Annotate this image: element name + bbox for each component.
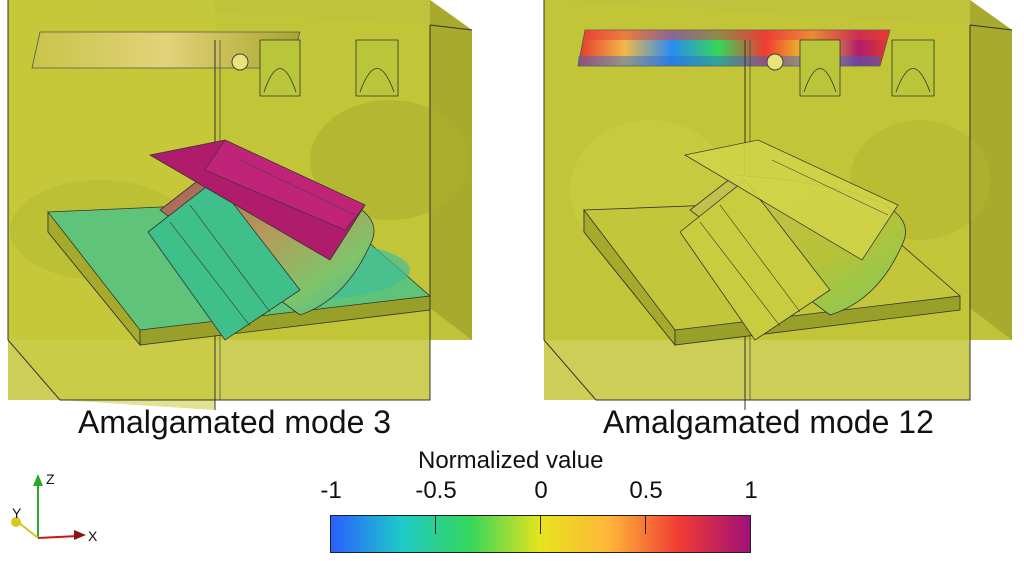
colorbar-tick [435,515,436,534]
colorbar-tick-label: 1 [744,477,758,504]
x-axis-label: X [88,528,98,544]
colorbar-tick [330,515,331,534]
z-axis-label: Z [46,471,55,487]
render-mode-3 [0,0,512,410]
y-axis-arrow-icon [11,517,21,527]
render-mode-12 [540,0,1024,410]
x-axis-arrow-icon [74,530,86,540]
colorbar-tick [540,515,541,534]
caption-mode-12: Amalgamated mode 12 [603,404,934,440]
colorbar-tick [750,515,751,534]
colorbar-tick-label: 0 [534,477,548,504]
colorbar-title: Normalized value [418,447,604,474]
colorbar-tick-label: 0.5 [629,477,663,504]
y-axis-line [17,521,39,539]
colorbar-tick [645,515,646,534]
caption-mode-3: Amalgamated mode 3 [78,404,392,440]
green-plate [147,179,301,341]
z-axis-arrow-icon [33,474,43,486]
y-axis-label: Y [12,505,22,521]
axes-triad: Z X Y [0,466,110,556]
x-axis-line [37,535,79,539]
colorbar-tick-label: -1 [320,477,342,504]
colorbar-tick-label: -0.5 [415,477,457,504]
